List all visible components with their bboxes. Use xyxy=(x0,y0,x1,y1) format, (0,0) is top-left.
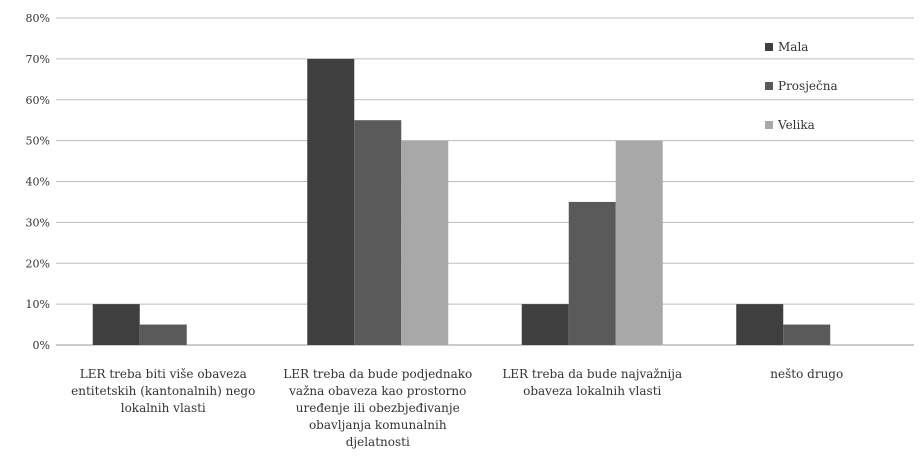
y-tick-label: 30% xyxy=(26,216,50,229)
bars xyxy=(92,58,831,345)
legend-swatch xyxy=(765,121,773,129)
legend-label: Prosječna xyxy=(778,79,838,93)
bar-prosje-na-2 xyxy=(354,120,402,345)
gridlines xyxy=(56,17,914,346)
y-tick-label: 60% xyxy=(26,94,50,107)
y-tick-label: 40% xyxy=(26,176,50,189)
legend: Mala Prosječna Velika xyxy=(765,40,838,132)
bar-mala-1 xyxy=(92,304,140,345)
y-tick-label: 70% xyxy=(26,53,50,66)
bar-prosje-na-4 xyxy=(783,324,831,345)
y-tick-label: 80% xyxy=(26,12,50,25)
y-tick-label: 50% xyxy=(26,135,50,148)
x-category-label: LER treba biti više obaveza entitetskih … xyxy=(71,367,256,415)
y-tick-label: 0% xyxy=(33,339,50,352)
bar-prosje-na-1 xyxy=(139,324,187,345)
bar-velika-3 xyxy=(615,140,663,345)
y-tick-label: 20% xyxy=(26,257,50,270)
bar-mala-2 xyxy=(307,58,355,345)
legend-swatch xyxy=(765,43,773,51)
x-category-label: LER treba da bude najvažnija obaveza lok… xyxy=(502,367,683,398)
bar-mala-3 xyxy=(521,304,569,345)
bar-velika-2 xyxy=(401,140,449,345)
legend-label: Mala xyxy=(778,40,808,54)
x-category-label: LER treba da bude podjednako važna obave… xyxy=(283,367,473,449)
bar-mala-4 xyxy=(736,304,784,345)
y-tick-label: 10% xyxy=(26,298,50,311)
x-category-label: nešto drugo xyxy=(770,367,844,381)
y-axis-ticks: 0% 10% 20% 30% 40% 50% 60% 70% 80% xyxy=(26,12,50,352)
bar-prosje-na-3 xyxy=(568,201,616,345)
legend-label: Velika xyxy=(777,118,815,132)
legend-swatch xyxy=(765,82,773,90)
